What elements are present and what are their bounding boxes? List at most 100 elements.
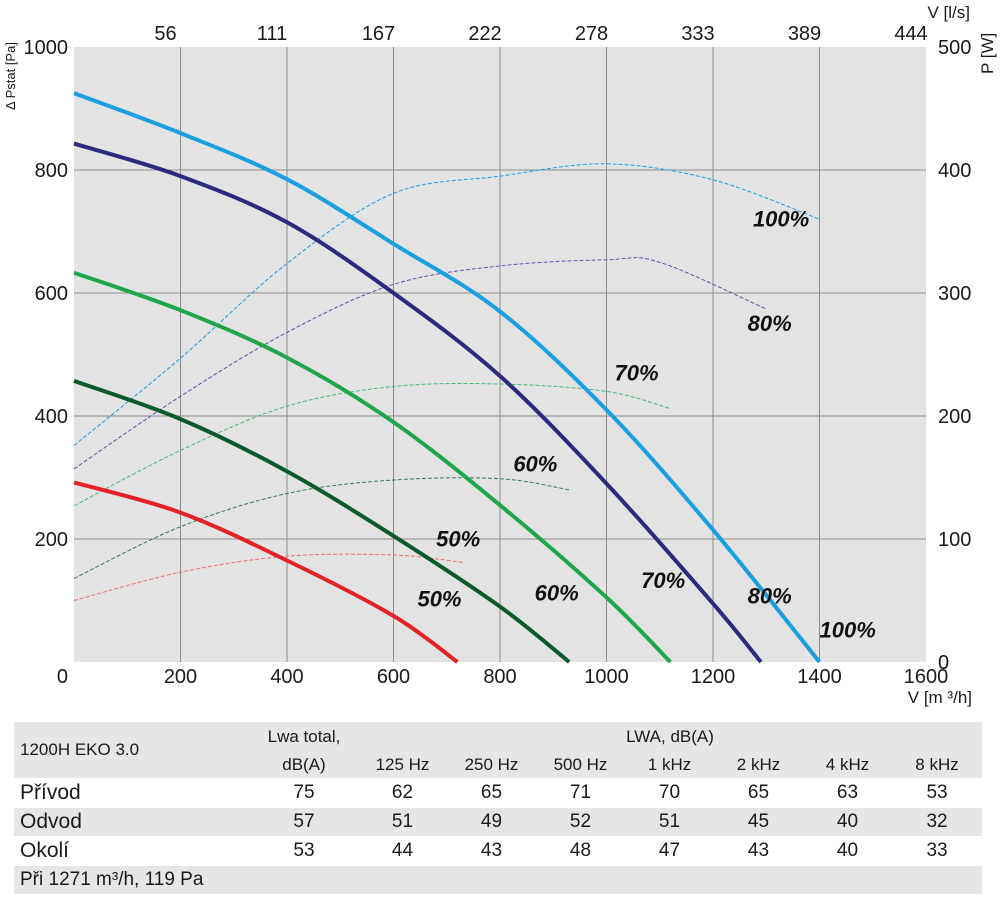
model-name: 1200H EKO 3.0 bbox=[20, 740, 140, 759]
table-cell: 62 bbox=[358, 778, 447, 808]
table-cell: 53 bbox=[892, 778, 983, 808]
freq-header: 4 kHz bbox=[825, 755, 870, 774]
table-cell: 51 bbox=[625, 807, 714, 837]
table-cell: 33 bbox=[892, 836, 983, 866]
freq-header: 250 Hz bbox=[464, 755, 519, 774]
y2-tick-label: 500 bbox=[938, 37, 971, 59]
y-tick-label: 400 bbox=[35, 406, 68, 428]
power-curve-label: 60% bbox=[513, 451, 557, 476]
pressure-curve bbox=[73, 141, 763, 664]
y2-tick-label: 100 bbox=[938, 529, 971, 551]
x-tick-label: 600 bbox=[377, 666, 410, 688]
pressure-curve-label: 100% bbox=[820, 617, 876, 642]
power-curve-label: 70% bbox=[614, 360, 658, 385]
power-curve bbox=[73, 477, 570, 579]
x2-tick-label: 222 bbox=[468, 23, 501, 45]
freq-header: 125 Hz bbox=[375, 755, 430, 774]
x2-tick-label: 278 bbox=[575, 23, 608, 45]
pressure-curve bbox=[73, 379, 571, 664]
x-tick-label: 400 bbox=[270, 666, 303, 688]
y-tick-label: 800 bbox=[35, 160, 68, 182]
x2-tick-label: 333 bbox=[681, 23, 714, 45]
table-cell: 47 bbox=[625, 836, 714, 866]
table-cell: 51 bbox=[358, 807, 447, 837]
lwa-total-header-line2: dB(A) bbox=[282, 755, 326, 774]
pressure-curve-label: 80% bbox=[748, 584, 792, 609]
table-footnote-row: Při 1271 m³/h, 119 Pa bbox=[14, 865, 983, 894]
table-cell: 52 bbox=[536, 807, 625, 837]
y2-tick-label: 0 bbox=[938, 652, 949, 674]
x2-axis-title: V [l/s] bbox=[927, 3, 970, 22]
x2-tick-label: 444 bbox=[894, 23, 927, 45]
x-tick-label: 800 bbox=[483, 666, 516, 688]
pressure-curve bbox=[73, 480, 459, 664]
y2-tick-label: 200 bbox=[938, 406, 971, 428]
power-curve-label: 80% bbox=[748, 311, 792, 336]
lwa-header: LWA, dB(A) bbox=[626, 727, 714, 746]
y2-tick-label: 300 bbox=[938, 283, 971, 305]
x-tick-label: 1000 bbox=[584, 666, 629, 688]
y2-axis-title: P [W] bbox=[978, 33, 997, 74]
table-cell: 32 bbox=[892, 807, 983, 837]
y-axis-title: Δ Pstat [Pa] bbox=[3, 42, 18, 110]
x2-tick-label: 167 bbox=[362, 23, 395, 45]
table-cell: 45 bbox=[714, 807, 803, 837]
table-cell: 65 bbox=[714, 778, 803, 808]
fan-performance-chart: 0 200 400 600 800 1000 1200 1400 1600 200 400 600 80… bbox=[3, 3, 997, 707]
table-row-okoli: Okolí 53 44 43 48 47 43 40 33 bbox=[14, 836, 983, 866]
power-curve-label: 100% bbox=[753, 207, 809, 232]
pressure-curve-label: 50% bbox=[417, 587, 461, 612]
x-tick-label: 1200 bbox=[691, 666, 736, 688]
y-tick-label: 600 bbox=[35, 283, 68, 305]
pressure-curve-label: 70% bbox=[641, 568, 685, 593]
row-label: Přívod bbox=[14, 778, 250, 808]
table-cell: 65 bbox=[447, 778, 536, 808]
lwa-total-cell: 53 bbox=[250, 836, 358, 866]
row-label: Okolí bbox=[14, 836, 250, 866]
x-tick-label: 200 bbox=[164, 666, 197, 688]
x-tick-label: 0 bbox=[57, 666, 68, 688]
x-tick-label: 1600 bbox=[904, 666, 949, 688]
y-tick-label: 200 bbox=[35, 529, 68, 551]
chart-svg: 0 200 400 600 800 1000 1200 1400 160020040060080… bbox=[3, 3, 997, 707]
table-cell: 43 bbox=[447, 836, 536, 866]
lwa-total-cell: 75 bbox=[250, 778, 358, 808]
lwa-total-header-line1: Lwa total, bbox=[267, 727, 341, 746]
table-header-row-1: 1200H EKO 3.0 Lwa total, LWA, dB(A) bbox=[14, 722, 983, 759]
operating-point-note: Při 1271 m³/h, 119 Pa bbox=[14, 865, 983, 894]
x-tick-label: 1400 bbox=[797, 666, 842, 688]
x-axis-title: V [m ³/h] bbox=[908, 688, 972, 707]
row-label: Odvod bbox=[14, 807, 250, 837]
freq-header: 8 kHz bbox=[915, 755, 959, 774]
table-cell: 44 bbox=[358, 836, 447, 866]
chart-canvas: 0 200 400 600 800 1000 1200 1400 1600 200 400 600 80… bbox=[3, 3, 997, 707]
freq-header: 500 Hz bbox=[553, 755, 608, 774]
table-cell: 49 bbox=[447, 807, 536, 837]
table-row-privod: Přívod 75 62 65 71 70 65 63 53 bbox=[14, 778, 983, 808]
table-cell: 63 bbox=[803, 778, 892, 808]
table-cell: 40 bbox=[803, 807, 892, 837]
pressure-curve-label: 60% bbox=[535, 581, 579, 606]
lwa-total-cell: 57 bbox=[250, 807, 358, 837]
table-cell: 43 bbox=[714, 836, 803, 866]
table-cell: 48 bbox=[536, 836, 625, 866]
pressure-curve bbox=[73, 270, 672, 664]
y2-tick-label: 400 bbox=[938, 160, 971, 182]
x2-tick-label: 56 bbox=[154, 23, 176, 45]
power-curve bbox=[73, 163, 820, 446]
freq-header: 2 kHz bbox=[736, 755, 781, 774]
x2-tick-label: 111 bbox=[257, 23, 287, 45]
power-curve-label: 50% bbox=[436, 526, 480, 551]
table-cell: 40 bbox=[803, 836, 892, 866]
sound-power-table: 1200H EKO 3.0 Lwa total, LWA, dB(A) dB(A… bbox=[14, 722, 983, 894]
power-curve bbox=[73, 257, 767, 470]
x2-tick-label: 389 bbox=[788, 23, 821, 45]
table-cell: 71 bbox=[536, 778, 625, 808]
pressure-curve bbox=[73, 91, 822, 664]
lwa-table: 1200H EKO 3.0 Lwa total, LWA, dB(A) dB(A… bbox=[14, 722, 983, 894]
freq-header: 1 kHz bbox=[647, 755, 692, 774]
table-row-odvod: Odvod 57 51 49 52 51 45 40 32 bbox=[14, 807, 983, 837]
power-curve bbox=[73, 553, 463, 601]
power-curve bbox=[73, 382, 671, 507]
table-cell: 70 bbox=[625, 778, 714, 808]
